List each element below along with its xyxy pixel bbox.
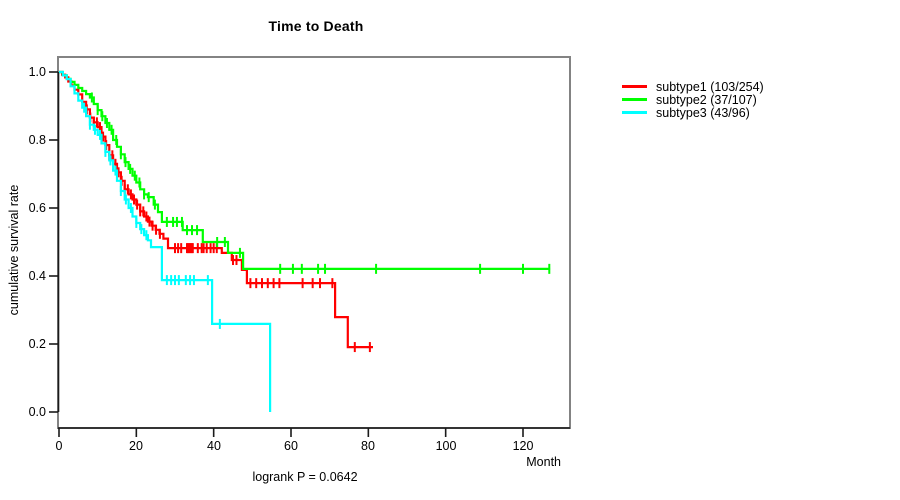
legend-line-swatch-subtype3 <box>622 111 647 114</box>
y-tick-label: 1.0 <box>28 65 46 79</box>
survival-curve-3 <box>59 70 272 412</box>
legend-line-swatch-subtype1 <box>622 85 647 88</box>
legend-line-swatch-subtype2 <box>622 98 647 101</box>
x-tick-label: 0 <box>55 439 63 453</box>
y-tick-label: 0.2 <box>28 337 46 351</box>
y-tick-label: 0.6 <box>28 201 46 215</box>
x-axis-unit-label: Month <box>526 455 561 469</box>
x-tick-label: 120 <box>512 439 534 453</box>
y-tick-label: 0.8 <box>28 133 46 147</box>
chart-title: Time to Death <box>268 18 364 34</box>
legend-item-label: subtype1 (103/254) <box>656 79 764 94</box>
x-tick-label: 60 <box>284 439 298 453</box>
plot-frame <box>57 56 571 429</box>
x-tick-label: 40 <box>207 439 221 453</box>
legend: subtype1 (103/254) subtype2 (37/107) sub… <box>622 79 764 120</box>
y-tick-label: 0.0 <box>28 405 46 419</box>
x-tick-label: 80 <box>361 439 375 453</box>
survival-curve-1 <box>59 70 373 349</box>
legend-item-subtype1: subtype1 (103/254) <box>622 79 764 94</box>
legend-item-label: subtype2 (37/107) <box>656 92 757 107</box>
x-tick-label: 100 <box>435 439 457 453</box>
survival-curve-2 <box>59 70 551 270</box>
y-tick-label: 0.4 <box>28 269 46 283</box>
legend-item-subtype3: subtype3 (43/96) <box>622 105 764 120</box>
logrank-annotation: logrank P = 0.0642 <box>252 470 358 484</box>
x-tick-label: 20 <box>129 439 143 453</box>
legend-item-label: subtype3 (43/96) <box>656 105 750 120</box>
y-axis-label: cumulative survival rate <box>7 184 21 316</box>
legend-item-subtype2: subtype2 (37/107) <box>622 92 764 107</box>
